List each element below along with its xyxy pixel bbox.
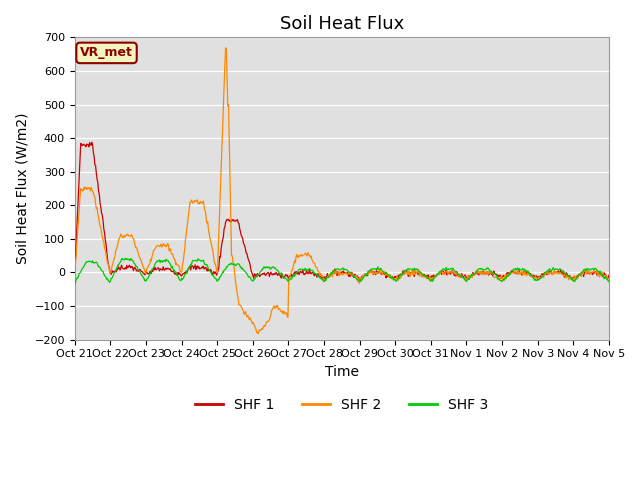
Title: Soil Heat Flux: Soil Heat Flux [280, 15, 404, 33]
Text: VR_met: VR_met [80, 47, 133, 60]
Legend: SHF 1, SHF 2, SHF 3: SHF 1, SHF 2, SHF 3 [189, 392, 494, 418]
X-axis label: Time: Time [325, 365, 359, 379]
Y-axis label: Soil Heat Flux (W/m2): Soil Heat Flux (W/m2) [15, 113, 29, 264]
